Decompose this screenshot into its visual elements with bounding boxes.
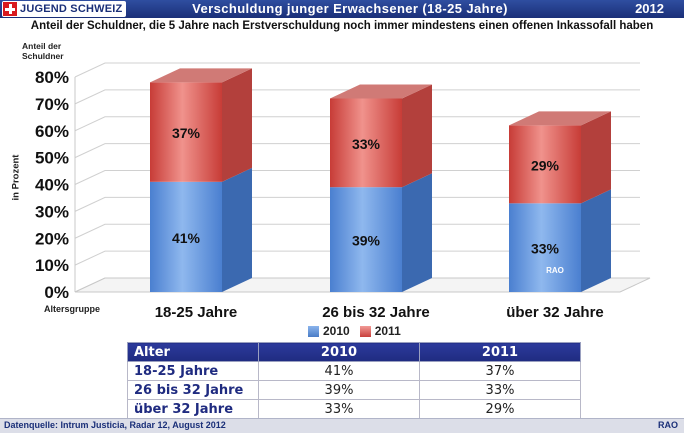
- y-tick-label: 50%: [35, 149, 69, 168]
- data-label-2010-0: 41%: [172, 230, 201, 246]
- bar-top-2: [509, 111, 611, 126]
- x-axis-label: Altersgruppe: [44, 304, 101, 314]
- bar-layer: 41% 37% 39% 33% 33% 29% RAO: [150, 68, 611, 292]
- legend-item-2011: 2011: [359, 324, 401, 338]
- category-label: 18-25 Jahre: [155, 304, 238, 321]
- logo-text: JUGEND SCHWEIZ: [20, 3, 123, 15]
- gridline: [74, 116, 640, 132]
- bar-top-0: [150, 68, 252, 83]
- category-label: über 32 Jahre: [506, 304, 604, 321]
- page-title: Verschuldung junger Erwachsener (18-25 J…: [192, 1, 508, 16]
- data-label-2011-1: 33%: [352, 136, 381, 152]
- category-layer: 18-25 Jahre 26 bis 32 Jahre über 32 Jahre: [155, 304, 604, 321]
- bar-side-2010-0: [222, 167, 252, 292]
- logo: JUGEND SCHWEIZ: [2, 1, 127, 17]
- gridline: [74, 223, 640, 239]
- y-tick-label: 70%: [35, 95, 69, 114]
- category-label: 26 bis 32 Jahre: [322, 304, 430, 321]
- bar-top-1: [330, 84, 432, 99]
- y-tick-label: 40%: [35, 176, 69, 195]
- watermark: RAO: [546, 266, 564, 275]
- swiss-flag-icon: [3, 2, 17, 16]
- table-cell-2011: 37%: [419, 361, 581, 381]
- table-row: 26 bis 32 Jahre 39% 33%: [127, 380, 581, 400]
- gridline: [74, 170, 640, 185]
- y-axis-title: Anteil der Schuldner: [22, 41, 72, 61]
- y-tick-label: 30%: [35, 202, 69, 221]
- table-header-2010: 2010: [258, 342, 420, 362]
- legend-swatch-2011: [359, 325, 371, 337]
- data-label-2010-2: 33%: [531, 241, 560, 257]
- y-tick-label: 10%: [35, 256, 69, 275]
- table-cell-age: über 32 Jahre: [127, 399, 259, 419]
- source-note: Datenquelle: Intrum Justicia, Radar 12, …: [4, 420, 226, 430]
- data-table: Alter 2010 2011 18-25 Jahre 41% 37% 26 b…: [127, 342, 581, 419]
- table-row: 18-25 Jahre 41% 37%: [127, 361, 581, 381]
- header-bar: JUGEND SCHWEIZ Verschuldung junger Erwac…: [0, 0, 684, 18]
- table-cell-age: 26 bis 32 Jahre: [127, 380, 259, 400]
- gridline: [74, 89, 640, 105]
- gridline: [74, 62, 640, 78]
- bar-2011-1: [330, 98, 402, 188]
- table-cell-2010: 33%: [258, 399, 420, 419]
- data-label-2011-2: 29%: [531, 157, 560, 173]
- legend-label-2011: 2011: [374, 324, 401, 338]
- bar-2010-1: [330, 187, 402, 292]
- bar-side-2011-2: [581, 111, 611, 204]
- bar-side-2011-0: [222, 68, 252, 182]
- y-tick-label: 80%: [35, 68, 69, 87]
- data-label-2010-1: 39%: [352, 233, 381, 249]
- legend-item-2010: 2010: [308, 324, 350, 338]
- table-cell-2010: 41%: [258, 361, 420, 381]
- bar-2011-0: [150, 82, 222, 182]
- chart-subtitle: Anteil der Schuldner, die 5 Jahre nach E…: [30, 20, 654, 32]
- table-header-2011: 2011: [419, 342, 581, 362]
- y-tick-label: 0%: [44, 283, 69, 302]
- bar-side-2010-1: [402, 173, 432, 292]
- y-tick-label: 20%: [35, 229, 69, 248]
- table-row: über 32 Jahre 33% 29%: [127, 399, 581, 419]
- footer-brand: RAO: [658, 420, 678, 430]
- table-header-alter: Alter: [127, 342, 259, 362]
- table-header-row: Alter 2010 2011: [127, 342, 581, 362]
- table-cell-age: 18-25 Jahre: [127, 361, 259, 381]
- y-tick-label: 60%: [35, 122, 69, 141]
- data-label-2011-0: 37%: [172, 125, 201, 141]
- gridline: [74, 250, 640, 266]
- legend: 2010 2011: [308, 324, 411, 338]
- bar-2011-2: [509, 125, 581, 204]
- table-cell-2011: 29%: [419, 399, 581, 419]
- bar-chart: 0% 10% 20% 30% 40% 50% 60% 70% 80% 41% 37% 39% 33% 3…: [35, 62, 651, 321]
- y-tick-layer: 0% 10% 20% 30% 40% 50% 60% 70% 80%: [35, 68, 69, 302]
- year-badge: 2012: [635, 1, 664, 16]
- bar-side-2010-2: [581, 189, 611, 292]
- legend-label-2010: 2010: [323, 324, 350, 338]
- table-cell-2011: 33%: [419, 380, 581, 400]
- table-cell-2010: 39%: [258, 380, 420, 400]
- bar-side-2011-1: [402, 84, 432, 188]
- bar-2010-2: [509, 203, 581, 292]
- y-axis-title-text: Anteil der Schuldner: [22, 41, 64, 61]
- gridline: [74, 196, 640, 212]
- legend-swatch-2010: [308, 325, 319, 337]
- bar-2010-0: [150, 181, 222, 292]
- gridline: [74, 143, 640, 159]
- footer-bar: Datenquelle: Intrum Justicia, Radar 12, …: [0, 418, 684, 433]
